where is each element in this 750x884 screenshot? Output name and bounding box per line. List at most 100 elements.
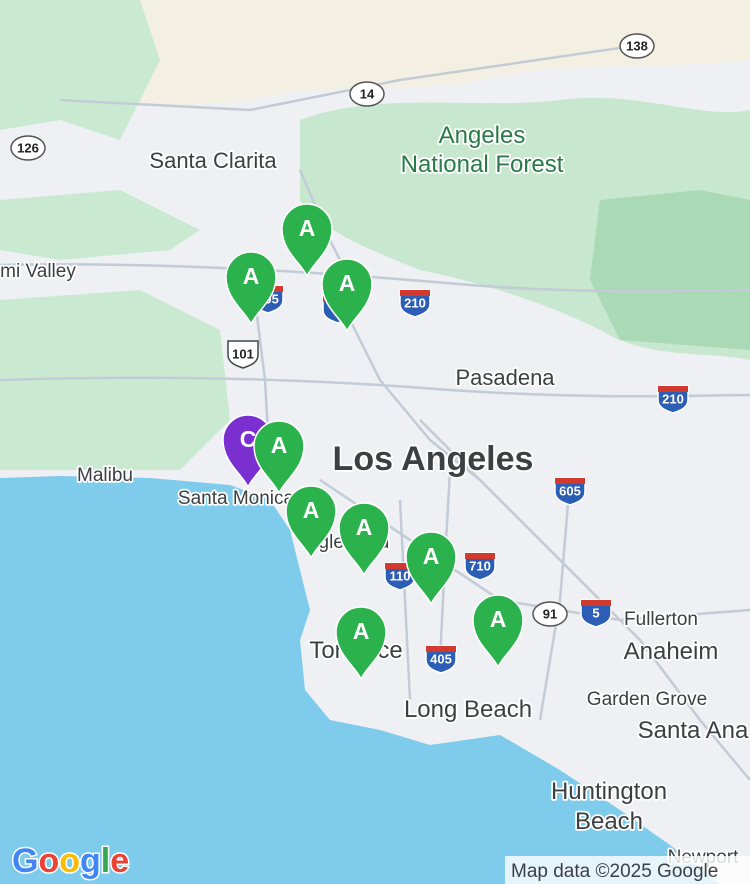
place-label: Angeles (439, 122, 526, 149)
logo-letter: l (101, 842, 110, 880)
marker-label: A (356, 514, 373, 540)
shield-shape (10, 135, 46, 161)
green-area (0, 0, 160, 140)
place-label: Pasadena (455, 365, 555, 390)
shield-top (581, 600, 611, 606)
shield-top (426, 646, 456, 652)
place-label: Malibu (77, 465, 133, 486)
marker-label: A (490, 606, 507, 632)
place-label: mi Valley (0, 261, 76, 282)
marker-label: A (423, 543, 440, 569)
shield-top (465, 553, 495, 559)
google-logo: Google (12, 842, 129, 880)
shield-shape (532, 601, 568, 627)
green-area (0, 290, 230, 470)
highway-number: 710 (469, 558, 491, 573)
highway-shield: 14 (349, 81, 385, 107)
map-marker[interactable]: A (225, 251, 277, 326)
place-label: Beach (575, 808, 643, 835)
attribution-bg (505, 856, 750, 884)
shield-shape (554, 477, 586, 506)
place-label: Santa Monica (178, 488, 295, 509)
highway-number: 126 (17, 140, 39, 155)
highway-number: 110 (390, 568, 411, 583)
shield-shape (619, 33, 655, 59)
ocean (0, 476, 720, 884)
forest-area (590, 190, 750, 350)
map-marker[interactable]: A (321, 258, 373, 333)
place-label: Santa Ana (638, 717, 749, 744)
highway-shield: 710 (464, 552, 496, 581)
highway-shield: 101 (227, 340, 259, 369)
logo-letter: g (80, 842, 101, 880)
highway-shield: 605 (554, 477, 586, 506)
place-label: Los Angeles (333, 440, 534, 478)
place-label: Fullerton (624, 609, 698, 630)
shield-shape (464, 552, 496, 581)
highway-number: 5 (592, 605, 599, 620)
highway-shield: 405 (425, 645, 457, 674)
shield-shape (425, 645, 457, 674)
marker-label: A (303, 497, 320, 523)
logo-letter: e (110, 842, 129, 880)
marker-pin (225, 251, 277, 326)
marker-pin (321, 258, 373, 333)
marker-pin (338, 502, 390, 577)
highway-number: 91 (543, 606, 557, 621)
marker-label: A (271, 432, 288, 458)
marker-pin (285, 485, 337, 560)
logo-letter: o (38, 842, 59, 880)
place-label: Huntington (551, 778, 667, 805)
logo-letter: o (59, 842, 80, 880)
marker-pin (405, 531, 457, 606)
place-label: Santa Clarita (149, 148, 277, 173)
marker-pin (253, 420, 305, 495)
attribution[interactable]: Map data ©2025 Google (511, 861, 718, 882)
highway-number: 405 (430, 651, 452, 666)
marker-label: A (339, 270, 356, 296)
highway-number: 14 (360, 86, 375, 101)
highway-shield: 91 (532, 601, 568, 627)
highway-number: 138 (626, 38, 648, 53)
place-label: Garden Grove (587, 689, 707, 710)
marker-label: A (243, 263, 260, 289)
highway-shield: 210 (399, 289, 431, 318)
highway-number: 210 (662, 391, 684, 406)
marker-pin (472, 594, 524, 669)
place-label: Long Beach (404, 696, 532, 723)
map-marker[interactable]: A (405, 531, 457, 606)
highway-number: 605 (559, 483, 581, 498)
shield-shape (657, 385, 689, 414)
shield-shape (399, 289, 431, 318)
map-marker[interactable]: A (338, 502, 390, 577)
shield-top (555, 478, 585, 484)
map-marker[interactable]: A (285, 485, 337, 560)
marker-label: C (240, 426, 257, 452)
highway-shield: 5 (580, 599, 612, 628)
shield-top (400, 290, 430, 296)
logo-letter: G (12, 842, 38, 880)
map-marker[interactable]: A (472, 594, 524, 669)
desert (0, 0, 750, 110)
place-label: National Forest (401, 151, 564, 178)
highway-shield: 210 (657, 385, 689, 414)
map-marker[interactable]: A (253, 420, 305, 495)
marker-pin (335, 606, 387, 681)
marker-pin (281, 203, 333, 278)
shield-top (658, 386, 688, 392)
green-area (0, 190, 200, 260)
shield-shape (227, 340, 259, 369)
shield-shape (349, 81, 385, 107)
highway-shield: 138 (619, 33, 655, 59)
shield-shape (580, 599, 612, 628)
marker-label: A (299, 215, 316, 241)
map-marker[interactable]: A (335, 606, 387, 681)
highway-number: 210 (404, 295, 426, 310)
marker-label: A (353, 618, 370, 644)
place-label: Anaheim (624, 638, 719, 665)
map-marker[interactable]: A (281, 203, 333, 278)
highway-number: 101 (232, 346, 254, 361)
